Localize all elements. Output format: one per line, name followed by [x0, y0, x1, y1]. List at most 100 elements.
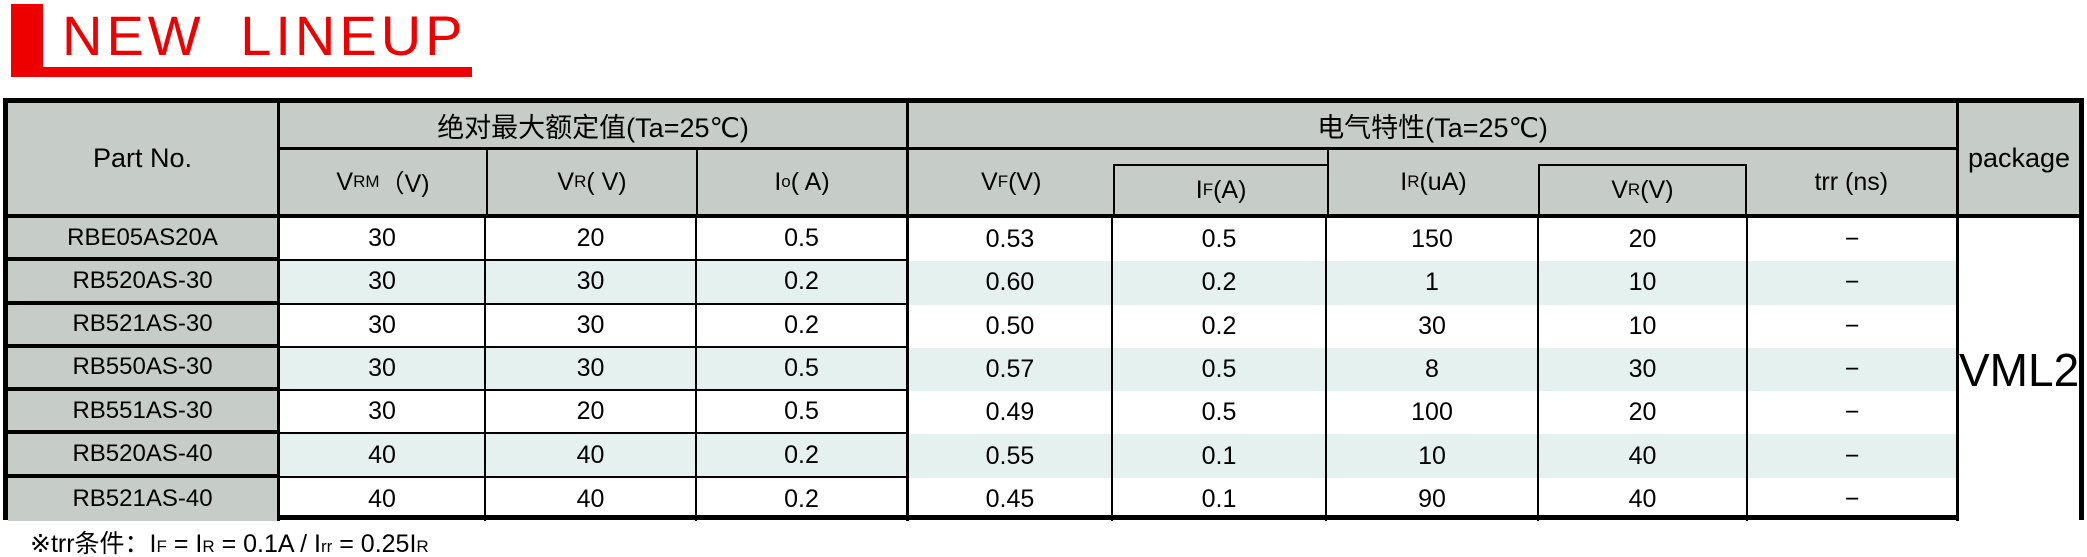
part-no-cell: RB550AS-30 — [8, 347, 277, 392]
if-cell: 0.5 — [1111, 347, 1325, 392]
package-cell: VML2 — [1956, 218, 2080, 521]
trr-cell: − — [1746, 434, 1956, 478]
lineup-table: Part No. 绝对最大额定值(Ta=25℃) V RM （V) V R( V) I… — [3, 98, 2084, 521]
vr-max-cell: 30 — [484, 261, 695, 305]
trr-condition-footnote: ※trr条件：IF = IR = 0.1A / Irr = 0.25IR — [30, 524, 429, 557]
part-no-cell: RBE05AS20A — [8, 218, 277, 262]
vf-cell: 0.57 — [906, 347, 1111, 392]
vf-cell: 0.49 — [906, 391, 1111, 435]
footnote-segment-sub: R — [202, 537, 215, 556]
col-header-ir-sub: R — [1407, 172, 1420, 191]
col-header-ir-base: I — [1400, 167, 1408, 196]
vr-cond-cell: 40 — [1537, 434, 1746, 478]
footnote-segment-sub: R — [416, 537, 429, 556]
io-cell: 0.5 — [695, 391, 906, 435]
table-row: RB521AS-40 40 40 0.2 0.45 0.1 90 40 − — [8, 477, 1956, 521]
vr-max-cell: 20 — [484, 391, 695, 435]
vf-cell: 0.60 — [906, 261, 1111, 305]
col-header-vf-sub: F — [997, 172, 1009, 191]
ir-cell: 10 — [1325, 434, 1537, 478]
table-row: RB520AS-30 30 30 0.2 0.60 0.2 1 10 − — [8, 261, 1956, 305]
col-header-vrm-unit: （V) — [379, 170, 430, 198]
vr-cond-cell: 10 — [1537, 261, 1746, 305]
col-header-vr-cond-unit: (V) — [1640, 175, 1674, 204]
vr-cond-cell: 40 — [1537, 477, 1746, 521]
col-header-vr-cond-base: V — [1611, 175, 1628, 204]
ir-cell: 8 — [1325, 347, 1537, 392]
vrm-cell: 30 — [277, 391, 484, 435]
if-cell: 0.5 — [1111, 391, 1325, 435]
part-no-cell: RB551AS-30 — [8, 391, 277, 435]
footnote-segment: = 0.1A / — [214, 530, 315, 557]
col-header-vrm-sub: RM — [353, 172, 380, 191]
col-header-vrm: V RM （V) — [280, 150, 486, 214]
col-header-if-base: I — [1195, 175, 1203, 204]
table-rows: RBE05AS20A 30 20 0.5 0.53 0.5 150 20 − R… — [8, 218, 1956, 521]
vrm-cell: 30 — [277, 347, 484, 392]
trr-cell: − — [1746, 347, 1956, 392]
col-header-vr-max-base: V — [557, 167, 575, 196]
io-cell: 0.5 — [695, 218, 906, 262]
footnote-segment-sub: rr — [320, 537, 333, 556]
footnote-segment: = — [166, 530, 196, 557]
vr-max-cell: 40 — [484, 477, 695, 521]
section-title-electrical: 电气特性(Ta=25℃) — [909, 103, 1956, 150]
trr-cell: − — [1746, 391, 1956, 435]
table-row: RB551AS-30 30 20 0.5 0.49 0.5 100 20 − — [8, 391, 1956, 435]
ir-cell: 150 — [1325, 218, 1537, 262]
col-header-io-unit: ( A) — [790, 167, 830, 196]
col-header-io-sub: o — [781, 172, 791, 191]
vr-max-cell: 30 — [484, 304, 695, 348]
io-cell: 0.2 — [695, 477, 906, 521]
ir-cell: 1 — [1325, 261, 1537, 305]
title-accent-bar — [11, 4, 43, 77]
col-header-vr-cond-sub: R — [1627, 180, 1641, 199]
col-header-vf-base: V — [981, 167, 998, 196]
col-header-if-sub: F — [1202, 180, 1214, 199]
ir-cell: 30 — [1325, 304, 1537, 348]
vrm-cell: 40 — [277, 434, 484, 478]
col-header-vf-unit: (V) — [1008, 167, 1042, 196]
footnote-segment: I — [195, 530, 203, 557]
part-no-cell: RB521AS-30 — [8, 304, 277, 348]
vf-cell: 0.53 — [906, 218, 1111, 262]
footnote-segment: ※trr条件： — [30, 530, 150, 557]
vf-cell: 0.45 — [906, 477, 1111, 521]
col-header-vr-max: V R( V) — [486, 150, 696, 214]
vrm-cell: 30 — [277, 261, 484, 305]
part-no-cell: RB520AS-40 — [8, 434, 277, 478]
vr-max-cell: 20 — [484, 218, 695, 262]
footnote-segment: I — [314, 530, 321, 557]
vrm-cell: 40 — [277, 477, 484, 521]
col-header-vrm-base: V — [336, 167, 354, 196]
ir-cell: 100 — [1325, 391, 1537, 435]
if-cell: 0.2 — [1111, 304, 1325, 348]
table-row: RBE05AS20A 30 20 0.5 0.53 0.5 150 20 − — [8, 218, 1956, 262]
vr-cond-cell: 20 — [1537, 391, 1746, 435]
vr-cond-cell: 30 — [1537, 347, 1746, 392]
if-cell: 0.2 — [1111, 261, 1325, 305]
trr-cell: − — [1746, 261, 1956, 305]
table-row: RB550AS-30 30 30 0.5 0.57 0.5 8 30 − — [8, 347, 1956, 392]
col-header-io-base: I — [774, 167, 782, 196]
col-header-vr-max-sub: R — [574, 172, 587, 191]
vrm-cell: 30 — [277, 218, 484, 262]
ir-cell: 90 — [1325, 477, 1537, 521]
io-cell: 0.2 — [695, 304, 906, 348]
if-cell: 0.5 — [1111, 218, 1325, 262]
vr-cond-cell: 10 — [1537, 304, 1746, 348]
io-cell: 0.5 — [695, 347, 906, 392]
io-cell: 0.2 — [695, 434, 906, 478]
footnote-segment: I — [149, 530, 157, 557]
title-underline — [34, 67, 472, 77]
col-header-trr: trr (ns) — [1814, 167, 1889, 196]
